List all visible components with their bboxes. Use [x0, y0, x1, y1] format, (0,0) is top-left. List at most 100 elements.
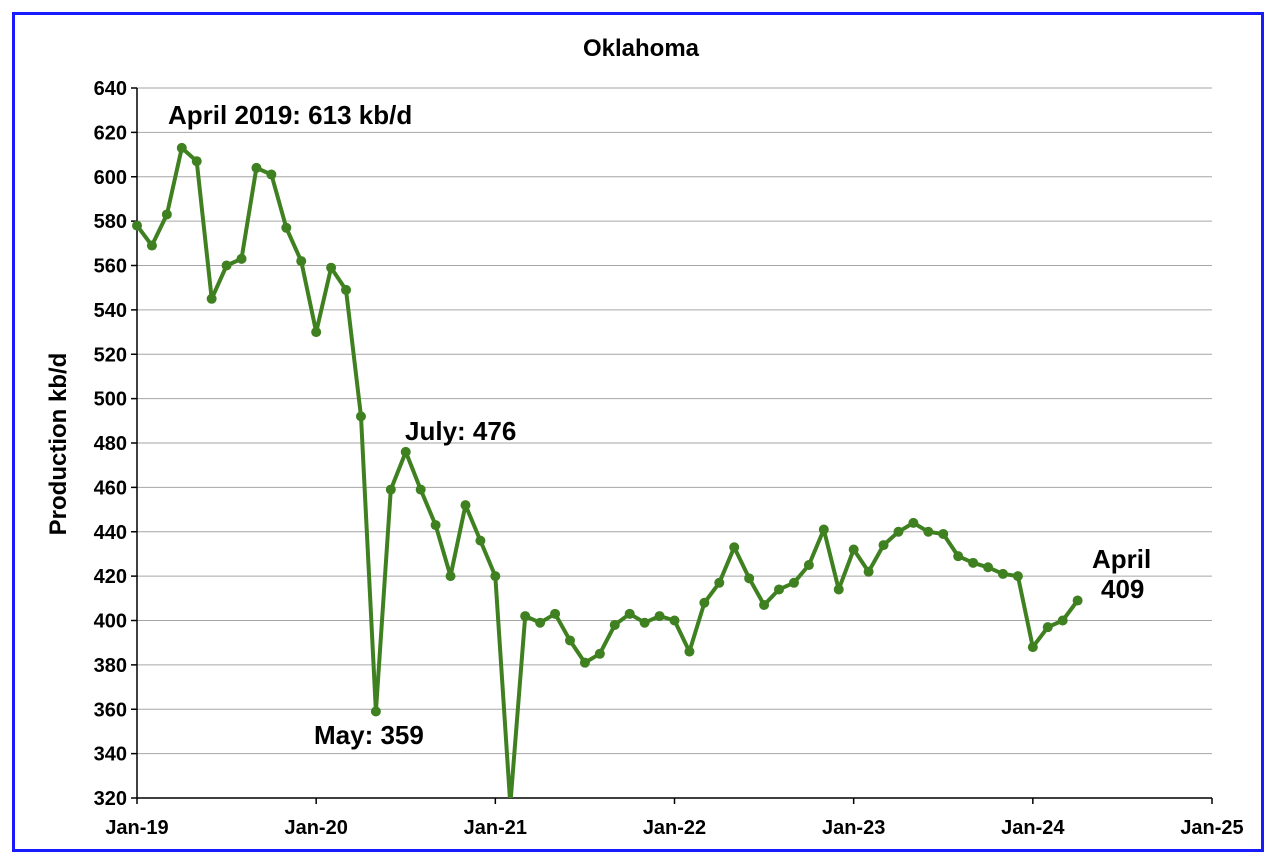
data-point-2021-12 — [654, 611, 665, 622]
data-point-2020-02 — [326, 262, 337, 273]
annotations: April 2019: 613 kb/d July: 476 May: 359 … — [168, 100, 1151, 750]
data-point-2022-08 — [774, 584, 785, 595]
chart-title: Oklahoma — [583, 35, 700, 62]
data-point-2022-04 — [714, 577, 725, 588]
annotation-peak: April 2019: 613 kb/d — [168, 100, 412, 130]
y-tick-label-340: 340 — [94, 744, 127, 766]
data-point-2019-01 — [132, 220, 142, 231]
data-point-2019-04 — [176, 142, 187, 153]
data-point-2021-10 — [624, 608, 635, 619]
series-group — [132, 142, 1083, 798]
data-point-2020-11 — [460, 500, 471, 511]
data-point-2023-10 — [983, 562, 994, 573]
x-tick-label-Jan-24: Jan-24 — [1001, 817, 1065, 839]
y-tick-label-440: 440 — [94, 522, 127, 544]
data-point-2023-04 — [893, 526, 904, 537]
chart-frame — [12, 12, 1264, 852]
y-tick-label-500: 500 — [94, 389, 127, 411]
y-tick-label-580: 580 — [94, 211, 127, 233]
data-point-2023-07 — [938, 528, 949, 539]
data-point-2021-09 — [609, 619, 620, 630]
data-point-2022-09 — [788, 577, 799, 588]
data-point-2022-11 — [818, 524, 829, 535]
data-point-2020-09 — [430, 520, 441, 531]
data-point-2022-01 — [669, 615, 680, 626]
data-point-2020-06 — [385, 484, 396, 495]
series-production — [132, 142, 1083, 798]
data-point-2020-01 — [311, 327, 322, 338]
data-point-2023-06 — [923, 526, 934, 537]
data-point-2023-08 — [953, 551, 964, 562]
data-point-2019-10 — [266, 169, 277, 180]
data-point-2021-01 — [490, 571, 501, 582]
y-tick-label-600: 600 — [94, 167, 127, 189]
data-point-2019-06 — [206, 293, 217, 304]
data-point-2024-04 — [1072, 595, 1083, 606]
data-point-2022-05 — [729, 542, 740, 553]
data-point-2019-12 — [296, 256, 307, 267]
data-point-2024-03 — [1057, 615, 1068, 626]
x-tick-label-Jan-19: Jan-19 — [105, 817, 168, 839]
annotation-april-value: 409 — [1101, 574, 1144, 604]
x-tick-label-Jan-20: Jan-20 — [284, 817, 347, 839]
y-tick-label-400: 400 — [94, 611, 127, 633]
axes — [131, 87, 1213, 804]
data-point-2020-08 — [415, 484, 426, 495]
annotation-april-label: April — [1092, 544, 1151, 574]
annotation-may: May: 359 — [314, 720, 424, 750]
data-point-2024-01 — [1027, 642, 1038, 653]
data-point-2022-10 — [803, 560, 814, 571]
data-point-2022-12 — [833, 584, 844, 595]
tick-labels: 320 340 360 380 400 420 440 460 480 500 520 540 560 5… — [94, 78, 1244, 839]
data-point-2021-04 — [535, 617, 546, 628]
data-point-2020-03 — [341, 284, 352, 295]
data-point-2020-12 — [475, 535, 486, 546]
data-point-2020-07 — [400, 446, 411, 457]
y-tick-label-520: 520 — [94, 344, 127, 366]
data-point-2023-01 — [848, 544, 859, 555]
y-tick-label-620: 620 — [94, 122, 127, 144]
data-point-2023-11 — [997, 568, 1008, 579]
data-point-2022-03 — [699, 597, 710, 608]
x-tick-label-Jan-25: Jan-25 — [1180, 817, 1243, 839]
data-point-2020-10 — [445, 571, 456, 582]
data-point-2022-07 — [759, 599, 770, 610]
x-tick-label-Jan-23: Jan-23 — [822, 817, 885, 839]
data-point-2019-11 — [281, 222, 292, 233]
y-axis-label: Production kb/d — [45, 353, 72, 536]
data-point-2019-09 — [251, 162, 262, 173]
data-point-2020-04 — [355, 411, 366, 422]
data-point-2023-02 — [863, 566, 874, 577]
data-point-2021-05 — [550, 608, 561, 619]
y-tick-label-460: 460 — [94, 477, 127, 499]
data-point-2024-02 — [1042, 622, 1053, 633]
data-point-2021-11 — [639, 617, 650, 628]
y-tick-label-540: 540 — [94, 300, 127, 322]
data-point-2021-07 — [579, 657, 590, 668]
data-point-2019-02 — [146, 240, 157, 251]
data-point-2020-05 — [370, 706, 381, 717]
y-tick-label-360: 360 — [94, 699, 127, 721]
data-point-2019-03 — [161, 209, 172, 220]
y-tick-label-560: 560 — [94, 256, 127, 278]
data-point-2023-09 — [968, 557, 979, 568]
y-tick-label-480: 480 — [94, 433, 127, 455]
data-point-2019-07 — [221, 260, 232, 271]
data-point-2021-06 — [564, 635, 575, 646]
data-point-2023-05 — [908, 517, 919, 528]
x-tick-label-Jan-21: Jan-21 — [464, 817, 527, 839]
data-point-2019-08 — [236, 253, 247, 264]
data-point-2022-02 — [684, 646, 695, 657]
annotation-july: July: 476 — [405, 416, 516, 446]
data-point-2021-03 — [520, 611, 531, 622]
series-line — [135, 145, 1080, 798]
y-tick-label-380: 380 — [94, 655, 127, 677]
data-point-2021-08 — [594, 648, 605, 659]
y-tick-label-420: 420 — [94, 566, 127, 588]
x-tick-label-Jan-22: Jan-22 — [643, 817, 706, 839]
data-point-2023-03 — [878, 540, 889, 551]
data-point-2022-06 — [744, 573, 755, 584]
grid-lines — [137, 87, 1212, 755]
data-point-2023-12 — [1012, 571, 1023, 582]
y-tick-label-320: 320 — [94, 788, 127, 810]
